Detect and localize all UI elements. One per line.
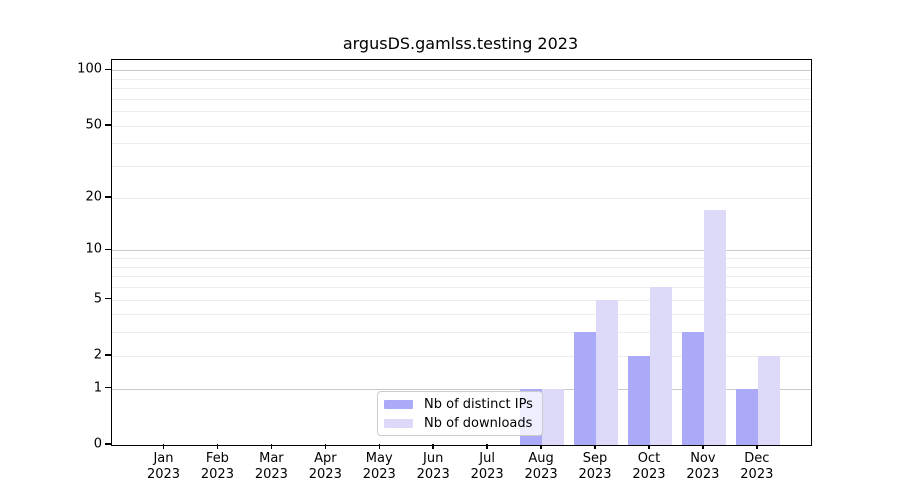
y-tick-label-5: 5 bbox=[93, 291, 102, 307]
legend-entry-ips: Nb of distinct IPs bbox=[384, 397, 534, 412]
x-tick-label-nov: Nov 2023 bbox=[686, 451, 720, 482]
gridline-major-10 bbox=[112, 250, 811, 252]
legend-swatch-downloads-icon bbox=[384, 418, 413, 428]
x-tick-mark-jul bbox=[486, 444, 488, 449]
legend-label-ips: Nb of distinct IPs bbox=[424, 396, 533, 412]
bar-downloads-oct bbox=[649, 287, 672, 445]
y-tick-label-1: 1 bbox=[93, 380, 102, 396]
bar-ips-oct bbox=[627, 355, 650, 445]
legend-swatch-ips-icon bbox=[384, 399, 413, 409]
chart-title: argusDS.gamlss.testing 2023 bbox=[342, 34, 579, 53]
x-tick-label-jan: Jan 2023 bbox=[146, 451, 181, 482]
legend-entry-downloads: Nb of downloads bbox=[384, 416, 534, 431]
x-tick-label-sep: Sep 2023 bbox=[578, 451, 612, 482]
bar-downloads-nov bbox=[703, 210, 726, 445]
legend: Nb of distinct IPs Nb of downloads bbox=[377, 391, 543, 436]
y-tick-mark-1 bbox=[105, 386, 111, 389]
x-tick-mark-apr bbox=[324, 444, 327, 449]
bar-ips-dec bbox=[735, 388, 758, 445]
gridline-major-100 bbox=[112, 70, 811, 72]
gridline-minor-3 bbox=[112, 332, 811, 334]
gridline-minor-90 bbox=[112, 78, 811, 80]
bar-downloads-dec bbox=[757, 355, 780, 445]
y-tick-label-100: 100 bbox=[77, 61, 102, 77]
gridline-minor-8 bbox=[112, 266, 811, 268]
x-tick-mark-mar bbox=[270, 444, 273, 449]
gridline-major-1 bbox=[112, 388, 811, 390]
x-tick-label-aug: Aug 2023 bbox=[524, 451, 558, 482]
bar-ips-sep bbox=[574, 332, 597, 445]
y-tick-label-0: 0 bbox=[93, 436, 102, 452]
bar-downloads-aug bbox=[542, 388, 565, 445]
x-tick-label-feb: Feb 2023 bbox=[200, 451, 234, 482]
x-tick-label-may: May 2023 bbox=[362, 451, 396, 482]
y-tick-label-20: 20 bbox=[85, 189, 102, 205]
gridline-minor-20 bbox=[112, 197, 811, 199]
x-tick-mark-aug bbox=[540, 444, 542, 449]
x-tick-label-dec: Dec 2023 bbox=[740, 451, 774, 482]
y-tick-mark-2 bbox=[105, 354, 111, 356]
gridline-minor-40 bbox=[112, 143, 811, 145]
legend-label-downloads: Nb of downloads bbox=[424, 415, 533, 431]
gridline-minor-50 bbox=[112, 125, 811, 127]
gridline-minor-6 bbox=[112, 287, 811, 288]
bar-downloads-sep bbox=[596, 299, 619, 445]
gridline-minor-4 bbox=[112, 314, 811, 316]
y-tick-mark-100 bbox=[105, 68, 111, 71]
x-tick-mark-may bbox=[378, 444, 380, 449]
x-tick-label-jun: Jun 2023 bbox=[416, 451, 450, 482]
x-tick-mark-feb bbox=[216, 444, 219, 449]
gridline-minor-2 bbox=[112, 355, 811, 357]
gridline-minor-30 bbox=[112, 166, 811, 168]
y-tick-mark-10 bbox=[105, 248, 111, 251]
x-tick-label-mar: Mar 2023 bbox=[254, 451, 288, 482]
gridline-minor-70 bbox=[112, 98, 811, 100]
gridline-minor-9 bbox=[112, 258, 811, 260]
x-tick-mark-sep bbox=[594, 444, 596, 449]
x-tick-label-oct: Oct 2023 bbox=[632, 451, 666, 482]
y-tick-label-50: 50 bbox=[85, 117, 102, 133]
y-tick-mark-0 bbox=[105, 443, 111, 445]
gridline-minor-80 bbox=[112, 88, 811, 90]
x-tick-mark-dec bbox=[756, 444, 758, 449]
x-tick-label-jul: Jul 2023 bbox=[470, 451, 504, 482]
y-tick-mark-5 bbox=[105, 297, 111, 300]
x-tick-label-apr: Apr 2023 bbox=[308, 451, 342, 482]
bar-ips-nov bbox=[681, 332, 704, 445]
y-tick-label-2: 2 bbox=[93, 347, 102, 363]
y-tick-label-10: 10 bbox=[85, 241, 102, 257]
gridline-minor-60 bbox=[112, 111, 811, 113]
gridline-minor-7 bbox=[112, 276, 811, 278]
x-tick-mark-jan bbox=[162, 444, 165, 449]
x-tick-mark-nov bbox=[702, 444, 704, 449]
plot-area bbox=[111, 59, 812, 446]
y-tick-mark-20 bbox=[105, 196, 111, 198]
x-tick-mark-oct bbox=[648, 444, 650, 449]
gridline-minor-5 bbox=[112, 299, 811, 301]
y-tick-mark-50 bbox=[105, 124, 111, 126]
x-tick-mark-jun bbox=[432, 444, 434, 449]
